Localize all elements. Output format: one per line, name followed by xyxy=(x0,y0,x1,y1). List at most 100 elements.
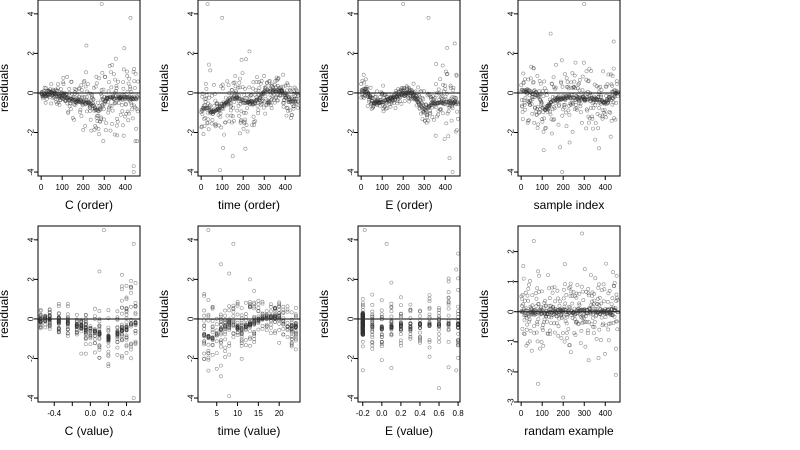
data-point xyxy=(544,93,549,97)
data-point xyxy=(259,102,263,107)
data-point xyxy=(566,327,571,332)
data-point xyxy=(407,87,412,92)
data-point xyxy=(201,132,206,137)
data-point xyxy=(556,296,560,301)
data-point xyxy=(535,322,540,327)
data-point xyxy=(426,15,431,20)
data-point xyxy=(365,87,370,91)
data-point xyxy=(227,271,232,276)
data-point xyxy=(577,301,582,306)
data-point xyxy=(583,344,588,349)
data-point xyxy=(548,328,552,333)
data-point xyxy=(277,313,282,318)
y-tick-label: -4 xyxy=(507,168,516,176)
data-point xyxy=(126,118,131,123)
data-point xyxy=(207,62,211,67)
data-point xyxy=(129,286,133,291)
data-point xyxy=(47,326,52,331)
data-point xyxy=(124,316,129,321)
data-point xyxy=(97,309,102,313)
data-point xyxy=(615,94,620,99)
data-point xyxy=(243,324,248,329)
data-point xyxy=(370,324,375,329)
data-point xyxy=(379,314,384,319)
data-point xyxy=(558,299,562,304)
data-point xyxy=(65,301,70,306)
data-point xyxy=(106,349,111,354)
data-point xyxy=(218,111,223,116)
data-point xyxy=(520,117,525,122)
data-point xyxy=(248,277,252,282)
data-point xyxy=(567,140,572,145)
data-point xyxy=(419,89,424,94)
data-point xyxy=(586,293,591,298)
data-point xyxy=(88,333,93,337)
data-point xyxy=(43,316,48,320)
data-point xyxy=(132,79,137,84)
y-tick-label: 4 xyxy=(507,11,516,16)
data-point xyxy=(206,334,211,339)
data-point xyxy=(573,312,578,317)
data-point xyxy=(556,122,561,127)
data-point xyxy=(254,80,259,84)
data-point xyxy=(206,351,211,356)
data-point xyxy=(225,79,230,84)
data-point xyxy=(277,300,282,305)
data-point xyxy=(65,312,70,317)
y-tick-label: -2 xyxy=(27,128,36,136)
data-point xyxy=(591,302,596,307)
data-point xyxy=(281,332,286,337)
data-point xyxy=(590,299,594,304)
panel-1-1: 5 10 15 20 -4 -2 0 2 4 time (value) residuals xyxy=(157,225,301,438)
data-point xyxy=(437,336,441,341)
data-point xyxy=(97,319,102,324)
y-tick-label: 2 xyxy=(27,277,36,282)
data-point xyxy=(206,228,211,232)
data-point xyxy=(240,71,245,76)
data-point xyxy=(582,2,587,6)
data-point xyxy=(106,110,111,115)
data-point xyxy=(56,82,60,87)
data-point xyxy=(287,108,292,113)
data-point xyxy=(570,293,575,298)
data-point xyxy=(98,119,103,124)
data-point xyxy=(613,117,618,122)
data-point xyxy=(568,285,573,290)
data-point xyxy=(115,336,120,341)
data-point xyxy=(112,72,116,77)
data-point xyxy=(389,301,394,306)
data-point xyxy=(432,96,437,101)
data-point xyxy=(227,394,232,399)
data-point xyxy=(199,110,204,115)
plot-frame xyxy=(517,225,621,403)
data-point xyxy=(267,79,272,83)
data-point xyxy=(206,314,211,319)
data-point xyxy=(524,308,528,313)
data-point xyxy=(129,341,133,346)
data-point xyxy=(552,117,557,122)
data-point xyxy=(280,89,285,94)
data-point xyxy=(613,306,618,311)
data-point xyxy=(571,85,576,90)
data-point xyxy=(532,120,537,125)
data-point xyxy=(370,312,375,317)
data-point xyxy=(132,67,137,71)
data-point xyxy=(97,329,102,334)
data-point xyxy=(120,329,124,334)
data-point xyxy=(264,315,269,320)
y-axis-label: residuals xyxy=(157,64,171,112)
data-point xyxy=(227,325,232,330)
data-point xyxy=(546,331,550,336)
data-point xyxy=(133,320,138,325)
data-point xyxy=(539,340,544,344)
data-point xyxy=(79,88,84,93)
data-point xyxy=(243,343,248,348)
data-point xyxy=(598,113,602,118)
data-point xyxy=(599,301,604,306)
data-point xyxy=(129,103,134,108)
data-point xyxy=(218,344,223,349)
data-point xyxy=(235,300,240,305)
data-point xyxy=(408,97,413,102)
data-point xyxy=(133,322,138,327)
data-point xyxy=(253,119,258,124)
